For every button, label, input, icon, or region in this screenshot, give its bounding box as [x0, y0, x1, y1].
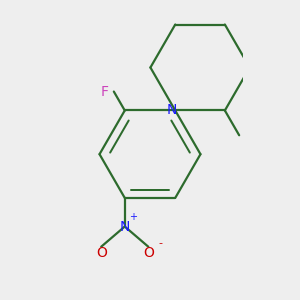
Text: N: N [120, 220, 130, 233]
Text: O: O [143, 246, 154, 260]
Text: O: O [96, 246, 106, 260]
Text: +: + [129, 212, 137, 222]
Text: F: F [101, 85, 109, 99]
Text: -: - [158, 238, 162, 248]
Text: N: N [167, 103, 177, 118]
